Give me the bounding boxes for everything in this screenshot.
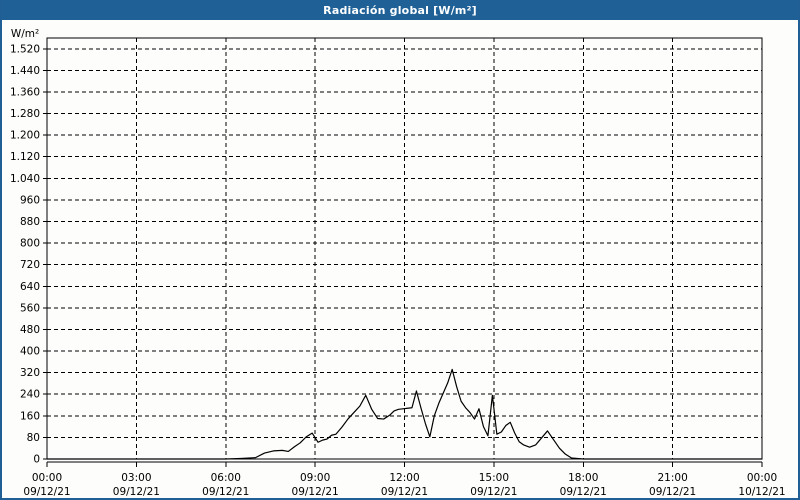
x-tick-label-date: 09/12/21 bbox=[560, 486, 607, 496]
y-tick-label: 1.360 bbox=[10, 86, 40, 98]
y-tick-label: 1.440 bbox=[10, 65, 40, 77]
x-tick-label-date: 10/12/21 bbox=[738, 486, 785, 496]
x-tick-label-date: 09/12/21 bbox=[470, 486, 517, 496]
y-tick-label: 640 bbox=[20, 281, 40, 293]
y-tick-label: 80 bbox=[27, 432, 40, 444]
y-axis-unit-label: W/m² bbox=[11, 28, 39, 40]
chart-background bbox=[2, 20, 798, 496]
y-tick-label: 720 bbox=[20, 259, 40, 271]
x-tick-label-date: 09/12/21 bbox=[649, 486, 696, 496]
y-tick-label: 800 bbox=[20, 238, 40, 250]
y-tick-label: 1.520 bbox=[10, 43, 40, 55]
x-tick-label-date: 09/12/21 bbox=[381, 486, 428, 496]
x-tick-label-time: 00:00 bbox=[747, 472, 777, 484]
radiation-line-chart: 0 80 160 240 320 400 480 560 640 720 800 880 960 1.04… bbox=[2, 20, 798, 496]
y-tick-label: 960 bbox=[20, 194, 40, 206]
y-tick-label: 240 bbox=[20, 389, 40, 401]
y-tick-label: 1.120 bbox=[10, 151, 40, 163]
x-tick-label-date: 09/12/21 bbox=[202, 486, 249, 496]
x-tick-label-time: 03:00 bbox=[121, 472, 151, 484]
x-tick-label-time: 06:00 bbox=[211, 472, 241, 484]
page-title: Radiación global [W/m²] bbox=[323, 3, 477, 17]
grid-lines bbox=[47, 38, 762, 459]
x-tick-label-time: 21:00 bbox=[657, 472, 687, 484]
x-tick-label-date: 09/12/21 bbox=[113, 486, 160, 496]
x-tick-label-time: 15:00 bbox=[479, 472, 509, 484]
y-axis-tick-labels: 0 80 160 240 320 400 480 560 640 720 800 880 960 1.04… bbox=[10, 43, 40, 465]
x-tick-label-time: 09:00 bbox=[300, 472, 330, 484]
y-tick-label: 0 bbox=[33, 454, 40, 466]
x-tick-label-date: 09/12/21 bbox=[23, 486, 70, 496]
data-series-layer bbox=[46, 368, 763, 460]
y-tick-label: 320 bbox=[20, 367, 40, 379]
x-axis-tick-labels: 00:00 09/12/21 03:00 09/12/21 06:00 09/12/21 0… bbox=[23, 472, 785, 496]
plot-frame bbox=[43, 37, 763, 467]
y-tick-label: 480 bbox=[20, 324, 40, 336]
y-tick-label: 1.280 bbox=[10, 108, 40, 120]
y-tick-label: 560 bbox=[20, 302, 40, 314]
y-tick-label: 160 bbox=[20, 410, 40, 422]
x-tick-label-time: 12:00 bbox=[389, 472, 419, 484]
x-tick-label-time: 00:00 bbox=[32, 472, 62, 484]
y-tick-label: 880 bbox=[20, 216, 40, 228]
y-tick-label: 1.040 bbox=[10, 173, 40, 185]
series-line-radiacion-global bbox=[46, 368, 763, 460]
chart-plot-container: 0 80 160 240 320 400 480 560 640 720 800 880 960 1.04… bbox=[2, 20, 798, 496]
window-title-bar: Radiación global [W/m²] bbox=[2, 0, 798, 20]
x-tick-label-date: 09/12/21 bbox=[292, 486, 339, 496]
y-tick-label: 400 bbox=[20, 346, 40, 358]
y-tick-label: 1.200 bbox=[10, 130, 40, 142]
x-tick-label-time: 18:00 bbox=[568, 472, 598, 484]
